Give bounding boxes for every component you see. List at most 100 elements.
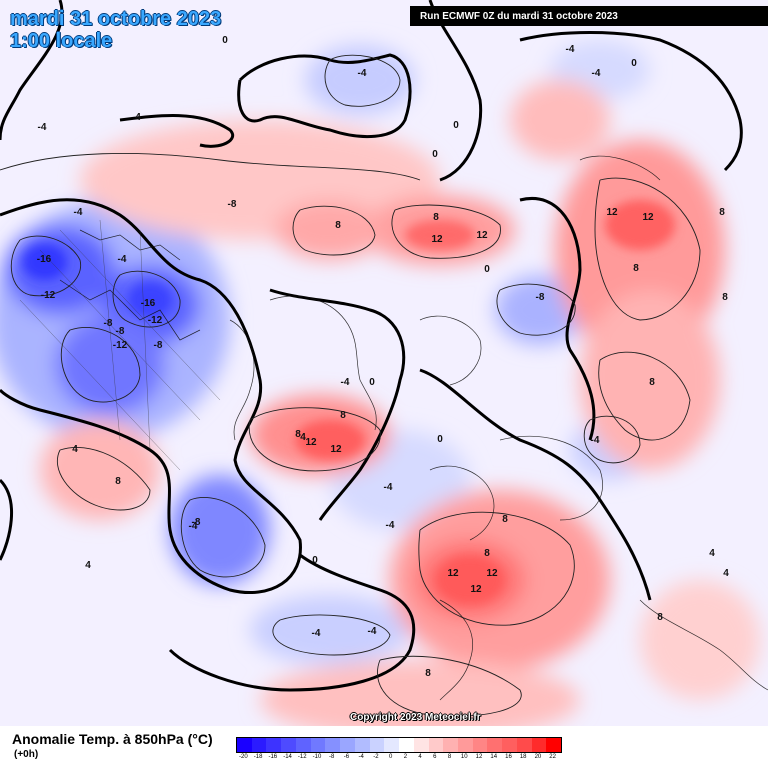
- contour-label: -4: [566, 44, 575, 55]
- variable-title: Anomalie Temp. à 850hPa (°C): [12, 731, 213, 747]
- legend-tick: -18: [253, 754, 263, 760]
- contour-label: 8: [649, 377, 655, 388]
- contour-label: 12: [606, 207, 618, 218]
- legend-swatch: [325, 738, 341, 752]
- legend-tick: 8: [447, 754, 452, 760]
- legend-tick: -8: [329, 754, 335, 760]
- contour-label: -12: [113, 340, 128, 351]
- legend-swatch: [413, 738, 429, 752]
- contour-label: -8: [104, 318, 113, 329]
- contour-label: 8: [657, 612, 663, 623]
- contour-label: 8: [719, 207, 725, 218]
- legend-tick: 0: [388, 754, 393, 760]
- forecast-time: 1:00 locale: [10, 30, 113, 52]
- contour-label: 0: [222, 35, 228, 46]
- legend-swatch: [428, 738, 444, 752]
- legend-swatch: [516, 738, 532, 752]
- legend-tick: 18: [519, 754, 527, 760]
- contour-label: 0: [453, 120, 459, 131]
- contour-label: -4: [384, 482, 393, 493]
- contour-label: -4: [312, 628, 321, 639]
- contour-label: 8: [502, 514, 508, 525]
- legend-swatch: [310, 738, 326, 752]
- contour-label: 8: [433, 212, 439, 223]
- contour-label: -4: [118, 254, 127, 265]
- contour-label: 4: [72, 444, 78, 455]
- legend-tick: -14: [283, 754, 292, 760]
- legend-tick: 6: [433, 754, 437, 760]
- contour-label: 12: [486, 568, 498, 579]
- contour-label: 12: [330, 444, 342, 455]
- contour-label: 8: [335, 220, 341, 231]
- contour-label: -4: [74, 207, 83, 218]
- contour-label: -16: [141, 298, 156, 309]
- lead-time: (+0h): [14, 749, 39, 760]
- contour-label: 12: [642, 212, 654, 223]
- contour-label: 4: [709, 548, 715, 559]
- legend-swatch: [340, 738, 355, 752]
- contour-label: -4: [386, 520, 395, 531]
- contour-label: 0: [312, 555, 318, 566]
- legend-tick: -10: [312, 754, 322, 760]
- contour-label: 8: [115, 476, 121, 487]
- legend-swatch: [251, 738, 267, 752]
- legend-tick-labels: -20 -18 -16 -14 -12 -10 -8 -6 -4 -2 0 2 4 6 8 10 12 14 16 1…: [236, 754, 560, 764]
- contour-label: -4: [368, 626, 377, 637]
- contour-label: -4: [341, 377, 350, 388]
- contour-label: -4: [591, 435, 600, 446]
- contour-label: 4: [300, 432, 306, 443]
- contour-label: -8: [536, 292, 545, 303]
- contour-label: 0: [437, 434, 443, 445]
- legend-swatch: [266, 738, 282, 752]
- contour-label: 12: [305, 437, 317, 448]
- legend-swatch: [458, 738, 473, 752]
- contour-label: -4: [358, 68, 367, 79]
- forecast-date: mardi 31 octobre 2023: [10, 8, 222, 30]
- legend-tick: -6: [343, 754, 350, 760]
- contour-label: 4: [85, 560, 91, 571]
- legend-swatch: [384, 738, 400, 752]
- legend-swatch: [546, 738, 562, 752]
- legend-swatch: [443, 738, 459, 752]
- legend-swatch: [237, 738, 252, 752]
- model-run-banner: Run ECMWF 0Z du mardi 31 octobre 2023: [410, 6, 768, 26]
- contour-label: 8: [484, 548, 490, 559]
- contour-label: 8: [340, 410, 346, 421]
- contour-label: 8: [295, 429, 301, 440]
- contour-label: 0: [432, 149, 438, 160]
- legend-swatch: [369, 738, 385, 752]
- contour-label: 12: [476, 230, 488, 241]
- contour-label: 0: [484, 264, 490, 275]
- contour-label: 8: [425, 668, 431, 679]
- contour-label: 12: [470, 584, 482, 595]
- copyright-notice: Copyright 2023 Meteociel.fr: [350, 712, 481, 723]
- legend-tick: 12: [475, 754, 483, 760]
- contour-label: -4: [189, 521, 198, 532]
- legend-tick: -12: [297, 754, 307, 760]
- legend-swatch: [487, 738, 503, 752]
- contour-label: -12: [148, 315, 163, 326]
- legend-tick: -16: [268, 754, 278, 760]
- legend-swatch: [502, 738, 517, 752]
- legend-tick: 14: [490, 754, 498, 760]
- contour-label: -8: [228, 199, 237, 210]
- contour-label: -12: [41, 290, 56, 301]
- contour-labels: -16-12-16-12-8-8-12 -8-4-4-4-4-8-4 -4-4-8-…: [37, 35, 729, 679]
- contour-label: 4: [135, 112, 141, 123]
- legend-tick: -2: [373, 754, 379, 760]
- contour-label: 8: [633, 263, 639, 274]
- contour-label: 12: [447, 568, 459, 579]
- contour-label: -4: [592, 68, 601, 79]
- legend-tick: 22: [549, 754, 556, 760]
- legend-swatch: [399, 738, 414, 752]
- color-legend: [236, 737, 562, 753]
- contour-label: -8: [154, 340, 163, 351]
- contour-label: 0: [369, 377, 375, 388]
- legend-tick: 2: [403, 754, 408, 760]
- legend-swatch: [281, 738, 296, 752]
- legend-tick: 10: [460, 754, 468, 760]
- contour-label: -8: [116, 326, 125, 337]
- legend-tick: 16: [505, 754, 512, 760]
- legend-tick: -4: [358, 754, 364, 760]
